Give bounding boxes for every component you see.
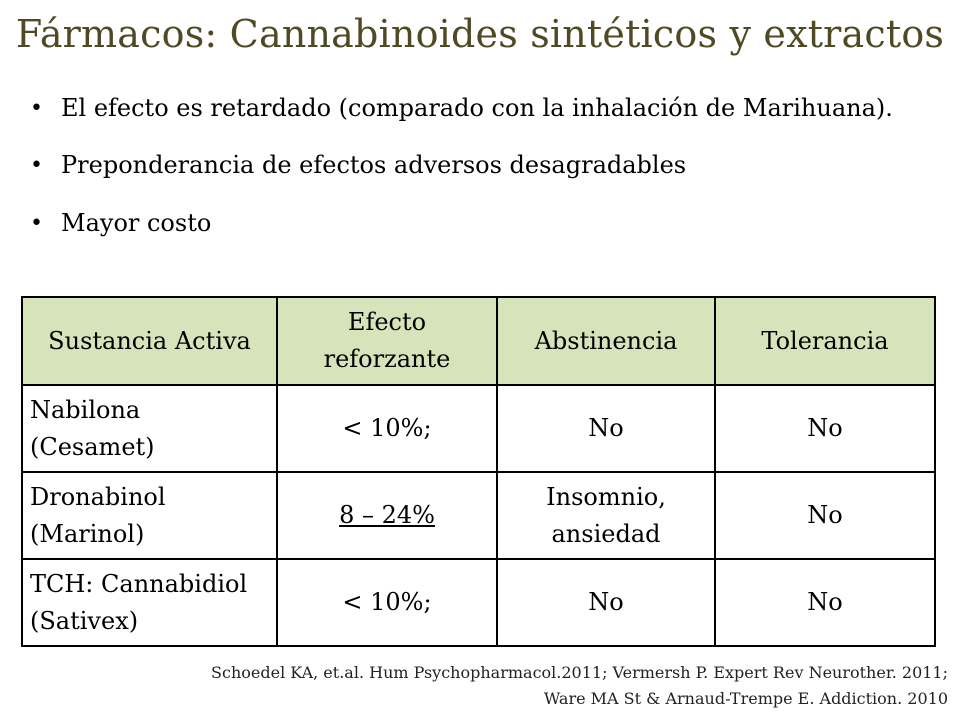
cell-tolerancia: No — [714, 471, 936, 560]
header-efecto-reforzante: Efecto reforzante — [276, 296, 498, 386]
table-row: Dronabinol (Marinol) 8 – 24% Insomnio, a… — [21, 471, 936, 560]
header-abstinencia: Abstinencia — [496, 296, 716, 386]
cell-sustancia: Nabilona (Cesamet) — [21, 384, 278, 473]
bullet-text: Mayor costo — [61, 209, 212, 237]
bullet-item: • Preponderancia de efectos adversos des… — [30, 147, 910, 184]
cell-abstinencia: No — [496, 384, 716, 473]
cell-abstinencia: Insomnio, ansiedad — [496, 471, 716, 560]
table-header-row: Sustancia Activa Efecto reforzante Absti… — [21, 296, 936, 386]
citation-line-1: Schoedel KA, et.al. Hum Psychopharmacol.… — [211, 663, 948, 682]
table-row: TCH: Cannabidiol (Sativex) < 10%; No No — [21, 558, 936, 647]
header-sustancia-activa: Sustancia Activa — [21, 296, 278, 386]
table-row: Nabilona (Cesamet) < 10%; No No — [21, 384, 936, 473]
cell-efecto: < 10%; — [276, 384, 498, 473]
cell-tolerancia: No — [714, 558, 936, 647]
cell-sustancia: Dronabinol (Marinol) — [21, 471, 278, 560]
bullet-icon: • — [30, 153, 43, 178]
bullet-list: • El efecto es retardado (comparado con … — [30, 90, 910, 242]
cell-efecto: < 10%; — [276, 558, 498, 647]
bullet-text: El efecto es retardado (comparado con la… — [61, 94, 893, 122]
bullet-item: • El efecto es retardado (comparado con … — [30, 90, 910, 127]
cell-abstinencia: No — [496, 558, 716, 647]
cell-efecto-underlined: 8 – 24% — [339, 501, 435, 529]
citation-line-2: Ware MA St & Arnaud-Trempe E. Addiction.… — [543, 689, 948, 708]
citation: Schoedel KA, et.al. Hum Psychopharmacol.… — [68, 660, 948, 712]
bullet-icon: • — [30, 211, 43, 236]
bullet-text: Preponderancia de efectos adversos desag… — [61, 151, 687, 179]
cell-tolerancia: No — [714, 384, 936, 473]
comparison-table: Sustancia Activa Efecto reforzante Absti… — [21, 296, 936, 647]
cell-efecto: 8 – 24% — [276, 471, 498, 560]
slide-title: Fármacos: Cannabinoides sintéticos y ext… — [15, 12, 945, 56]
bullet-icon: • — [30, 96, 43, 121]
header-tolerancia: Tolerancia — [714, 296, 936, 386]
bullet-item: • Mayor costo — [30, 205, 910, 242]
cell-sustancia: TCH: Cannabidiol (Sativex) — [21, 558, 278, 647]
